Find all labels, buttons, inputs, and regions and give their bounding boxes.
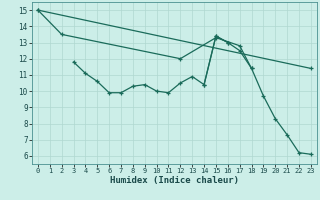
X-axis label: Humidex (Indice chaleur): Humidex (Indice chaleur) bbox=[110, 176, 239, 185]
